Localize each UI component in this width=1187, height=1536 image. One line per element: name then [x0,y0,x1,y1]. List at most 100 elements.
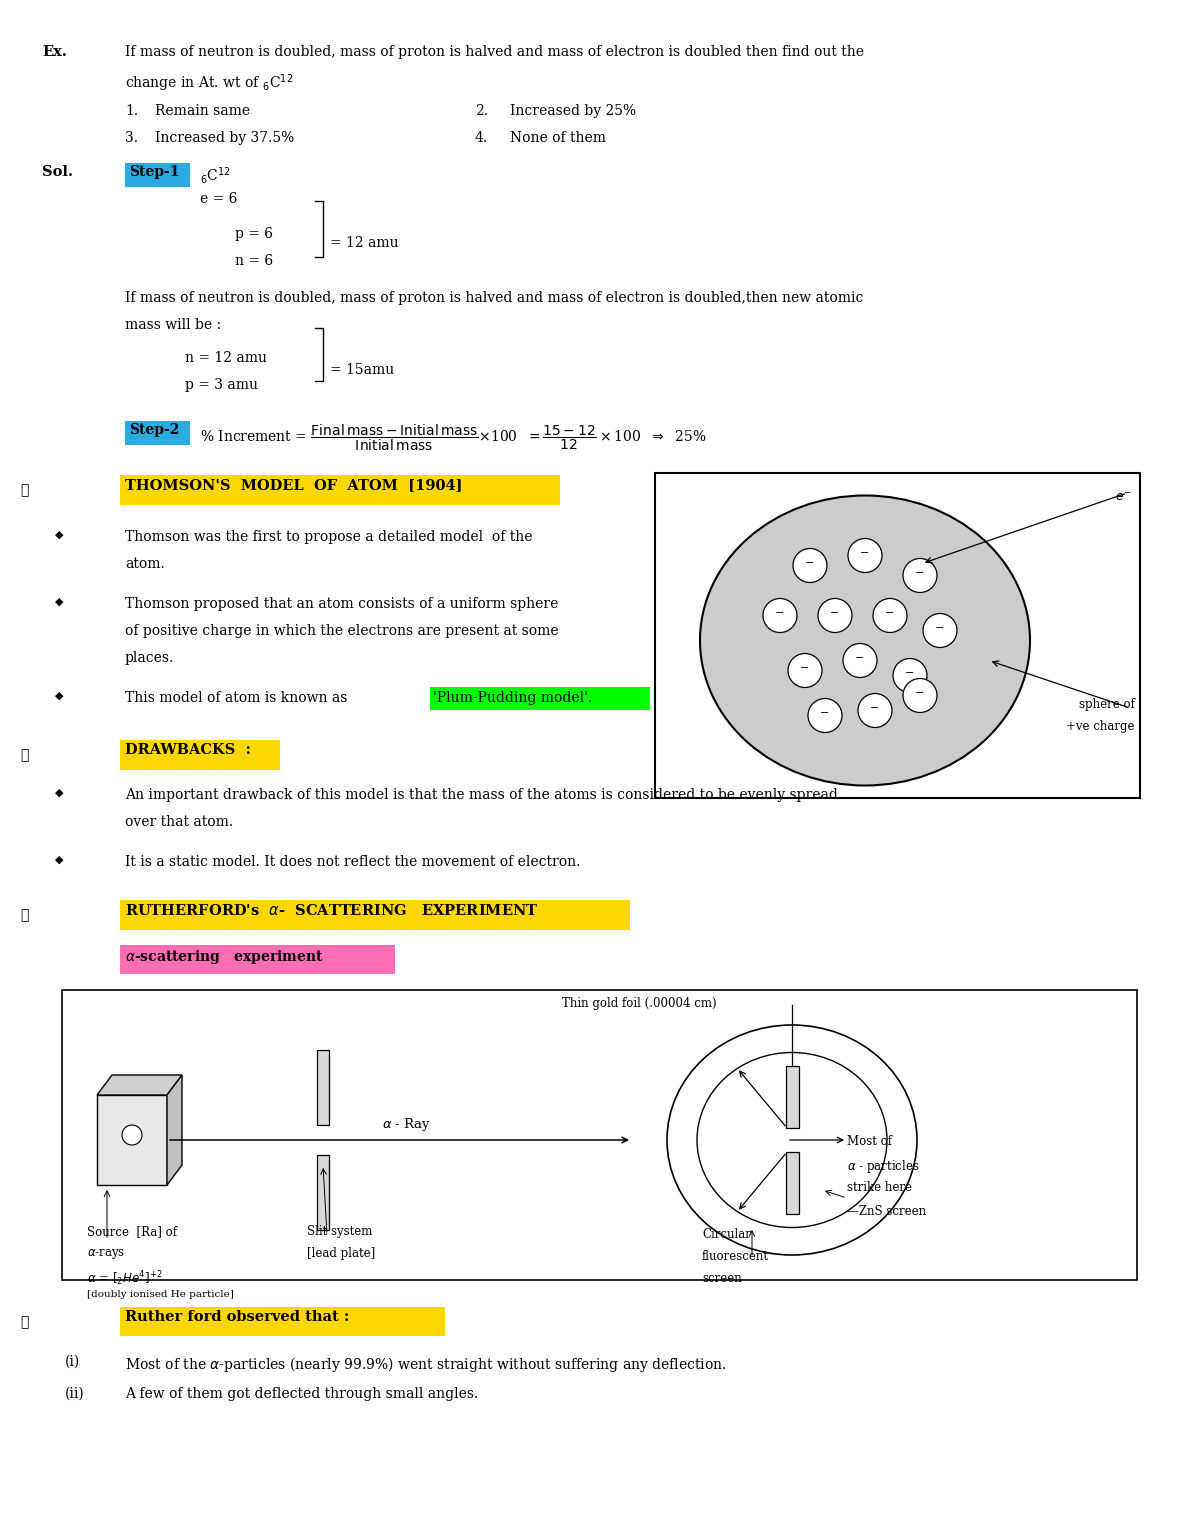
Polygon shape [97,1075,182,1095]
Circle shape [843,644,877,677]
Text: Step-1: Step-1 [129,164,179,180]
Text: Step-2: Step-2 [129,422,179,438]
FancyBboxPatch shape [125,163,190,187]
Text: −: − [856,653,864,664]
Text: −: − [775,608,785,619]
Text: RUTHERFORD's  $\alpha$-  SCATTERING   EXPERIMENT: RUTHERFORD's $\alpha$- SCATTERING EXPERI… [125,903,539,919]
Text: +ve charge: +ve charge [1066,720,1135,733]
Text: None of them: None of them [510,131,607,144]
Text: $\alpha$-rays: $\alpha$-rays [87,1247,126,1261]
Text: THOMSON'S  MODEL  OF  ATOM  [1904]: THOMSON'S MODEL OF ATOM [1904] [125,478,463,492]
Text: ◆: ◆ [55,691,63,700]
Text: −: − [870,703,880,714]
Text: fluorescent: fluorescent [702,1250,769,1263]
Circle shape [903,559,937,593]
Text: change in At. wt of $_{6}$C$^{12}$: change in At. wt of $_{6}$C$^{12}$ [125,72,293,94]
Text: $\alpha$ - Ray: $\alpha$ - Ray [382,1117,431,1134]
Text: [doubly ionised He particle]: [doubly ionised He particle] [87,1290,234,1299]
Text: −: − [820,708,830,719]
FancyBboxPatch shape [125,421,190,445]
Text: Circular: Circular [702,1227,751,1241]
Text: ❑: ❑ [20,482,28,498]
Text: p = 3 amu: p = 3 amu [185,378,258,392]
Text: atom.: atom. [125,558,165,571]
Text: Thomson was the first to propose a detailed model  of the: Thomson was the first to propose a detai… [125,530,533,544]
Circle shape [848,539,882,573]
Text: e = 6: e = 6 [199,192,237,206]
Text: This model of atom is known as: This model of atom is known as [125,691,351,705]
Text: = 15amu: = 15amu [330,362,394,376]
FancyBboxPatch shape [120,900,630,929]
Text: Slit system: Slit system [307,1226,373,1238]
Text: −: − [906,668,915,679]
Text: mass will be :: mass will be : [125,318,221,332]
Text: A few of them got deflected through small angles.: A few of them got deflected through smal… [125,1387,478,1401]
Text: over that atom.: over that atom. [125,816,233,829]
Text: −: − [831,608,839,619]
Text: 2.: 2. [475,104,488,118]
Text: 'Plum-Pudding model'.: 'Plum-Pudding model'. [433,691,592,705]
Text: If mass of neutron is doubled, mass of proton is halved and mass of electron is : If mass of neutron is doubled, mass of p… [125,45,864,58]
Text: An important drawback of this model is that the mass of the atoms is considered : An important drawback of this model is t… [125,788,838,802]
FancyBboxPatch shape [786,1152,799,1213]
Text: $_{6}$C$^{12}$: $_{6}$C$^{12}$ [199,164,231,186]
FancyBboxPatch shape [62,991,1137,1279]
FancyBboxPatch shape [786,1066,799,1127]
Text: Ex.: Ex. [42,45,66,58]
Circle shape [923,613,957,648]
Circle shape [872,599,907,633]
FancyBboxPatch shape [120,1307,445,1336]
Text: 4.: 4. [475,131,488,144]
Text: $\alpha$ - particles: $\alpha$ - particles [848,1158,920,1175]
Text: ◆: ◆ [55,598,63,607]
Text: −: − [915,568,925,579]
Text: Increased by 37.5%: Increased by 37.5% [155,131,294,144]
FancyBboxPatch shape [97,1095,167,1184]
Text: −: − [915,688,925,699]
Circle shape [893,659,927,693]
Text: n = 12 amu: n = 12 amu [185,352,267,366]
Text: ❑: ❑ [20,748,28,762]
Text: −: − [805,559,814,568]
Text: p = 6: p = 6 [235,227,273,241]
Text: sphere of: sphere of [1079,697,1135,711]
Text: screen: screen [702,1272,742,1286]
FancyBboxPatch shape [655,473,1140,799]
Text: n = 6: n = 6 [235,253,273,267]
Text: (ii): (ii) [65,1387,84,1401]
Circle shape [858,693,891,728]
Text: It is a static model. It does not reflect the movement of electron.: It is a static model. It does not reflec… [125,856,580,869]
Circle shape [793,548,827,582]
Circle shape [808,699,842,733]
Text: ❑: ❑ [20,908,28,922]
Text: = 12 amu: = 12 amu [330,237,399,250]
Text: —ZnS screen: —ZnS screen [848,1206,926,1218]
Circle shape [818,599,852,633]
Text: If mass of neutron is doubled, mass of proton is halved and mass of electron is : If mass of neutron is doubled, mass of p… [125,290,863,306]
Text: −: − [861,548,870,559]
Text: strike here: strike here [848,1181,912,1193]
Text: ◆: ◆ [55,788,63,799]
Text: −: − [800,664,810,673]
FancyBboxPatch shape [120,945,395,974]
Text: ◆: ◆ [55,856,63,865]
FancyBboxPatch shape [317,1155,329,1230]
Text: ◆: ◆ [55,530,63,541]
FancyBboxPatch shape [317,1051,329,1124]
Text: Thin gold foil (.00004 cm): Thin gold foil (.00004 cm) [561,997,717,1011]
Text: Sol.: Sol. [42,164,72,180]
FancyBboxPatch shape [120,475,560,505]
Text: Remain same: Remain same [155,104,250,118]
Text: Ruther ford observed that :: Ruther ford observed that : [125,1310,349,1324]
Text: % Increment = $\dfrac{\rm Final\,mass - Initial\,mass}{\rm Initial\,mass}$$\time: % Increment = $\dfrac{\rm Final\,mass - … [199,422,706,453]
Text: Source  [Ra] of: Source [Ra] of [87,1226,177,1238]
Text: −: − [935,624,945,633]
Text: DRAWBACKS  :: DRAWBACKS : [125,743,250,757]
Text: Most of the $\alpha$-particles (nearly 99.9%) went straight without suffering an: Most of the $\alpha$-particles (nearly 9… [125,1355,726,1375]
Text: places.: places. [125,651,174,665]
Circle shape [122,1124,142,1144]
Text: Thomson proposed that an atom consists of a uniform sphere: Thomson proposed that an atom consists o… [125,598,558,611]
Text: $e^{-}$: $e^{-}$ [1116,492,1132,504]
FancyBboxPatch shape [430,687,650,710]
Text: 3.: 3. [125,131,138,144]
